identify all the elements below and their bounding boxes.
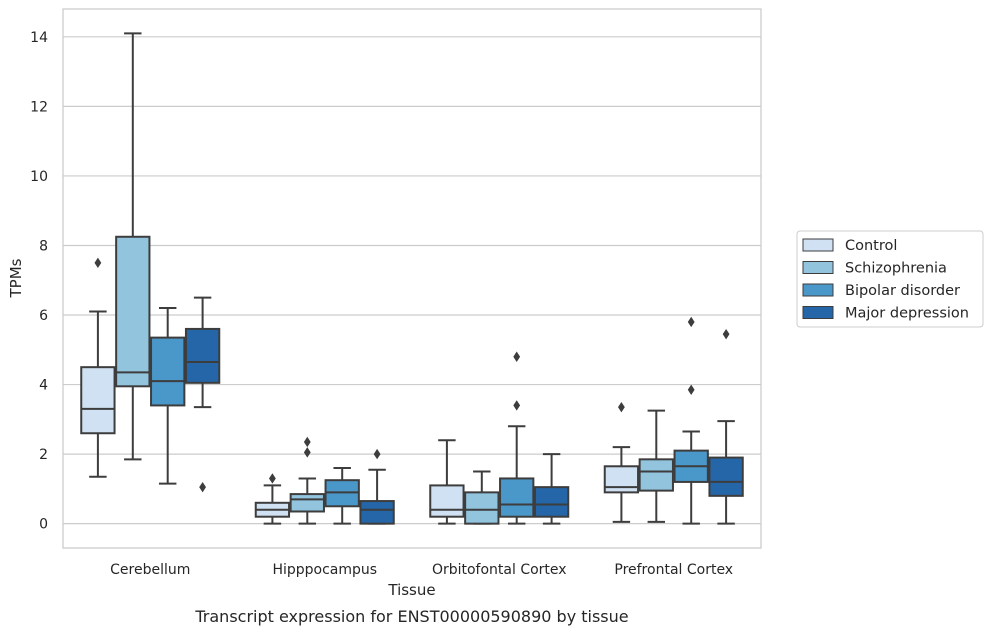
x-axis-ticks: Cerebellum Hipppocampus Orbitofontal Corte…	[110, 562, 733, 578]
y-tick-label-4: 4	[39, 378, 48, 394]
outlier-2	[687, 316, 695, 328]
legend-swatch-2	[802, 261, 834, 274]
box-iqr	[603, 465, 640, 494]
box-iqr	[289, 493, 325, 513]
outlier-1	[373, 448, 381, 460]
box-groups	[80, 32, 744, 525]
legend-swatch-4	[802, 306, 834, 319]
box-group-2	[254, 436, 395, 525]
y-axis-ticks: 0 2 4 6 8 10 12 14	[30, 30, 48, 533]
box-group-3	[429, 351, 570, 525]
legend-swatch-1	[802, 238, 834, 252]
legend-label-3: Bipolar disorder	[845, 283, 960, 299]
box-4-1	[603, 401, 640, 523]
box-1-2	[115, 32, 151, 461]
outlier-2	[303, 436, 311, 448]
y-tick-label-8: 8	[39, 238, 48, 254]
box-3-3	[499, 351, 535, 525]
y-tick-label-12: 12	[30, 99, 48, 115]
box-1-4	[184, 296, 221, 493]
box-4-2	[638, 409, 674, 523]
box-2-2	[289, 436, 325, 525]
box-iqr	[464, 491, 500, 525]
box-2-4	[359, 448, 395, 525]
x-axis-label: Tissue	[387, 581, 435, 599]
box-iqr	[533, 486, 570, 518]
outlier-1	[722, 328, 730, 340]
box-iqr	[115, 235, 151, 388]
box-4-3	[673, 316, 709, 525]
box-3-1	[429, 439, 465, 525]
y-axis-label: TPMs	[7, 258, 25, 298]
legend-swatch-3	[802, 283, 834, 297]
y-tick-label-6: 6	[39, 308, 48, 324]
box-1-1	[80, 257, 116, 478]
y-tick-label-0: 0	[39, 517, 48, 533]
box-4-4	[708, 328, 744, 525]
x-tick-label-4: Prefrontal Cortex	[614, 562, 733, 578]
x-tick-label-2: Hipppocampus	[272, 562, 377, 578]
legend-frame	[796, 230, 984, 328]
outlier-1	[269, 473, 276, 484]
y-tick-label-2: 2	[39, 447, 48, 463]
box-group-4	[603, 316, 744, 525]
chart-caption: Transcript expression for ENST0000059089…	[194, 607, 628, 626]
box-iqr	[429, 484, 465, 518]
legend-label-1: Control	[845, 238, 897, 254]
box-3-2	[464, 470, 500, 525]
outlier-1	[199, 481, 206, 493]
y-tick-label-10: 10	[30, 169, 48, 185]
legend-label-2: Schizophrenia	[845, 261, 947, 277]
outlier-1	[94, 257, 102, 269]
outlier-1	[303, 447, 311, 458]
x-tick-label-3: Orbitofontal Cortex	[432, 562, 567, 578]
box-iqr	[499, 477, 535, 518]
legend: Control Schizophrenia Bipolar disorder Majo…	[796, 230, 984, 328]
box-iqr	[184, 327, 221, 384]
box-3-4	[533, 453, 570, 525]
box-iqr	[708, 456, 744, 497]
outlier-1	[618, 401, 625, 413]
y-tick-label-14: 14	[30, 30, 48, 46]
box-group-1	[80, 32, 221, 493]
legend-label-4: Major depression	[845, 306, 969, 322]
box-2-1	[254, 473, 291, 525]
outlier-1	[513, 400, 521, 411]
outlier-2	[513, 351, 521, 362]
plot-area-frame	[62, 8, 762, 549]
box-iqr	[80, 366, 116, 435]
x-tick-label-1: Cerebellum	[110, 562, 190, 578]
box-2-3	[324, 467, 360, 525]
box-iqr	[638, 458, 674, 492]
box-iqr	[150, 336, 186, 407]
box-1-3	[150, 307, 186, 485]
box-iqr	[359, 500, 395, 525]
outlier-1	[687, 384, 695, 395]
